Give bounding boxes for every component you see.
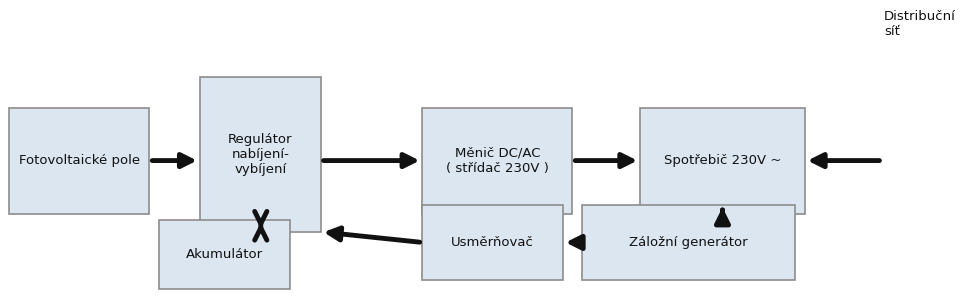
Text: Měnič DC/AC
( střídač 230V ): Měnič DC/AC ( střídač 230V ) — [446, 147, 549, 175]
FancyBboxPatch shape — [159, 220, 290, 289]
Text: Distribuční
síť: Distribuční síť — [884, 10, 956, 39]
Text: Fotovoltaické pole: Fotovoltaické pole — [19, 154, 140, 167]
Text: Akumulátor: Akumulátor — [186, 248, 264, 261]
FancyBboxPatch shape — [423, 204, 563, 280]
Text: Usměrňovač: Usměrňovač — [451, 236, 534, 249]
FancyBboxPatch shape — [423, 107, 573, 214]
Text: Záložní generátor: Záložní generátor — [630, 236, 748, 249]
FancyBboxPatch shape — [9, 107, 149, 214]
Text: Spotřebič 230V ~: Spotřebič 230V ~ — [664, 154, 781, 167]
FancyBboxPatch shape — [640, 107, 805, 214]
FancyBboxPatch shape — [200, 77, 321, 232]
Text: Regulátor
nabíjení-
vybíjení: Regulátor nabíjení- vybíjení — [228, 133, 293, 176]
FancyBboxPatch shape — [582, 204, 795, 280]
